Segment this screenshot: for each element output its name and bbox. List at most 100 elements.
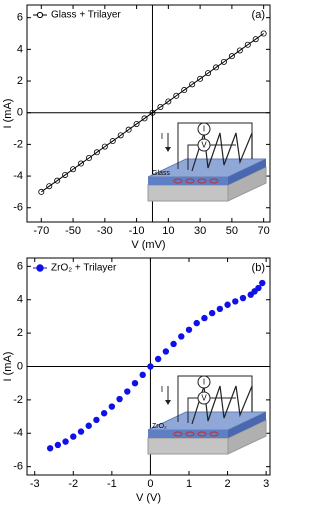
- data-point: [117, 132, 124, 139]
- contact: [185, 431, 195, 437]
- y-tick-label: -2: [13, 138, 23, 150]
- y-tick-label: 4: [17, 43, 23, 55]
- circuit: [177, 122, 253, 169]
- film-side-r: [228, 159, 266, 185]
- substrate-label: Glass: [152, 170, 170, 177]
- data-point: [93, 149, 100, 156]
- data-point: [181, 87, 188, 94]
- data-point: [252, 36, 259, 43]
- contact: [173, 178, 183, 184]
- data-point: [108, 403, 116, 410]
- meter-v: [197, 391, 211, 405]
- y-axis-label: I (mA): [2, 99, 14, 129]
- data-point: [78, 160, 85, 167]
- contact: [197, 431, 207, 437]
- meter-v-label: V: [201, 394, 207, 403]
- contact: [185, 178, 195, 184]
- x-tick-label: 10: [162, 225, 174, 237]
- circuit-v: [187, 397, 236, 423]
- x-tick-label: -30: [97, 225, 113, 237]
- current-label: I: [161, 132, 163, 141]
- substrate-side-r: [227, 166, 267, 202]
- y-tick-label: 2: [17, 327, 23, 339]
- y-tick-label: -2: [13, 394, 23, 406]
- legend-marker: [36, 11, 44, 19]
- x-tick-label: -10: [129, 225, 145, 237]
- meter-i-label: I: [203, 378, 205, 387]
- x-tick-label: -2: [68, 478, 78, 490]
- data-point: [54, 177, 61, 184]
- data-point: [62, 171, 69, 178]
- data-point: [232, 298, 239, 305]
- data-point: [54, 441, 62, 449]
- data-point: [178, 333, 185, 340]
- arrow-head: [165, 147, 171, 152]
- x-tick-label: -70: [33, 225, 49, 237]
- data-point: [101, 143, 108, 150]
- meter-i: [197, 122, 211, 136]
- x-tick-label: -50: [65, 225, 81, 237]
- x-tick-label: 3: [263, 478, 269, 490]
- x-axis-label: V (mV): [131, 239, 165, 251]
- data-point: [216, 305, 224, 313]
- x-tick-label: 30: [194, 225, 206, 237]
- data-point: [228, 53, 235, 60]
- data-point: [46, 445, 54, 452]
- substrate-label: ZrO₂: [152, 423, 167, 430]
- data-point: [133, 120, 140, 127]
- data-point: [208, 309, 216, 317]
- data-point: [139, 371, 146, 379]
- x-tick-label: 1: [186, 478, 192, 490]
- data-point: [149, 109, 156, 116]
- meter-i-label: I: [203, 125, 205, 134]
- data-point: [46, 183, 53, 190]
- film-side-r: [228, 412, 266, 438]
- data-point: [224, 301, 231, 308]
- meter-i: [197, 375, 211, 389]
- y-tick-label: -6: [13, 202, 23, 214]
- data-point: [70, 433, 77, 440]
- data-point: [173, 92, 180, 99]
- data-point: [185, 326, 193, 333]
- film-side: [148, 177, 228, 185]
- data-point: [201, 314, 208, 322]
- data-point: [189, 81, 196, 88]
- x-tick-label: -1: [107, 478, 117, 490]
- film-side: [148, 430, 228, 438]
- contact: [173, 431, 183, 437]
- y-tick-label: 6: [17, 260, 23, 272]
- data-point: [205, 70, 212, 77]
- y-tick-label: 2: [17, 75, 23, 87]
- legend-label: Glass + Trilayer: [51, 10, 121, 21]
- y-tick-label: 0: [17, 107, 23, 119]
- data-point: [193, 319, 200, 327]
- arrow-head: [165, 400, 171, 405]
- data-point: [62, 438, 69, 445]
- x-tick-label: 50: [226, 225, 238, 237]
- data-point: [157, 104, 164, 111]
- data-point: [100, 410, 108, 417]
- x-axis-label: V (V): [136, 492, 161, 504]
- data-point: [116, 395, 123, 403]
- data-point: [260, 30, 267, 37]
- data-point: [154, 355, 162, 363]
- data-point: [162, 348, 170, 355]
- y-axis-label: I (mA): [2, 352, 14, 382]
- data-point: [109, 138, 116, 145]
- data-point: [236, 47, 243, 54]
- plot-frame: [26, 4, 271, 223]
- data-point: [93, 416, 100, 424]
- data-point: [124, 388, 131, 395]
- data-point: [165, 98, 172, 105]
- data-point: [125, 126, 132, 133]
- data-point: [147, 363, 154, 370]
- meter-v: [197, 138, 211, 152]
- x-tick-label: 2: [225, 478, 231, 490]
- panel-label: (b): [252, 262, 265, 274]
- legend-label: ZrO₂ + Trilayer: [51, 263, 117, 274]
- data-point: [85, 155, 92, 162]
- data-point: [244, 41, 251, 48]
